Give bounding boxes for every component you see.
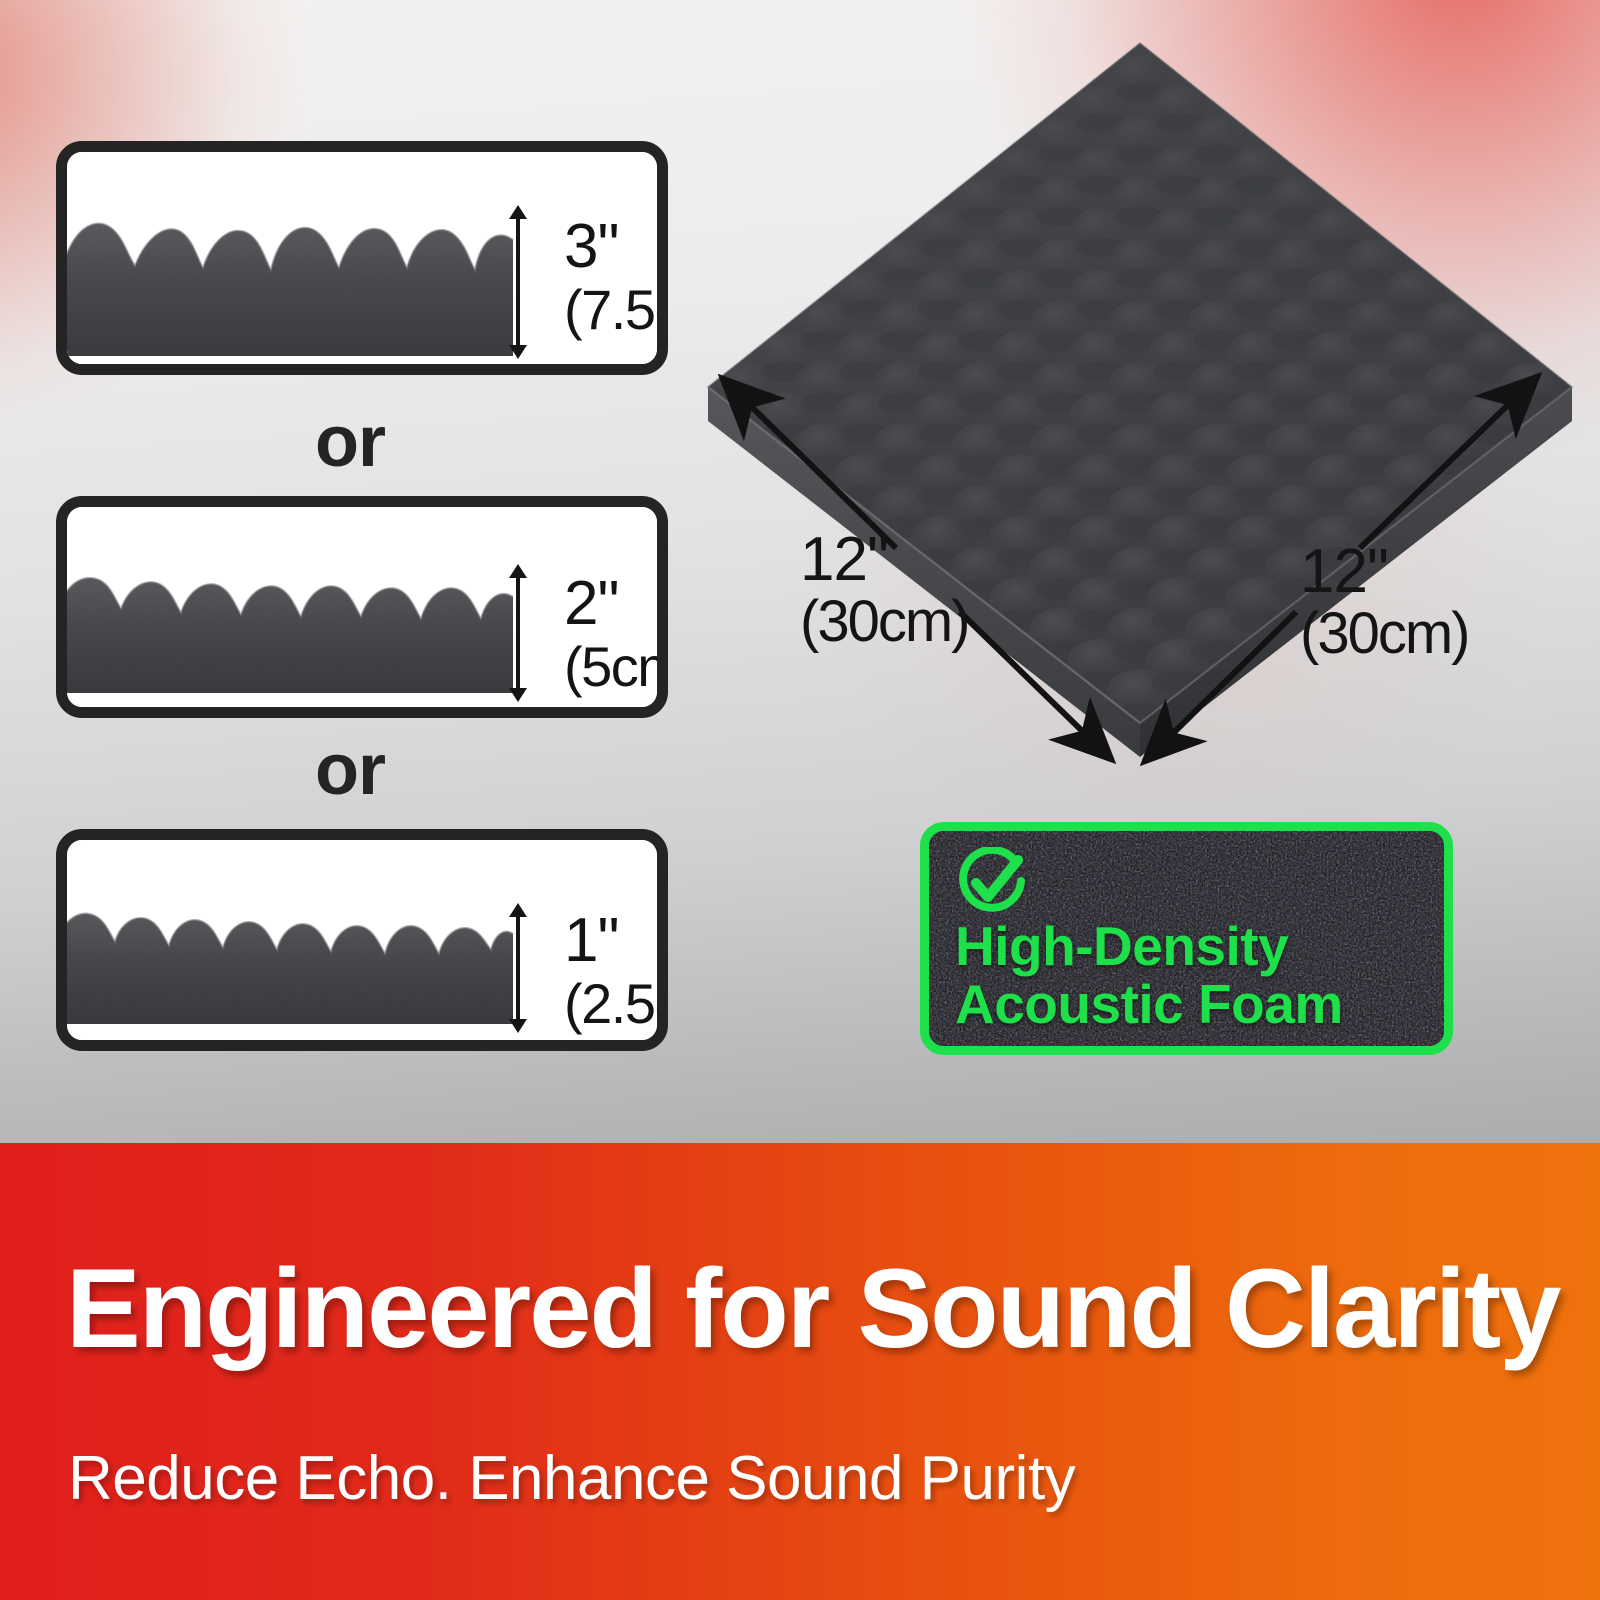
- banner-subline: Reduce Echo. Enhance Sound Purity: [68, 1444, 1076, 1513]
- badge-label: High-Density Acoustic Foam: [955, 915, 1343, 1036]
- foam-profile-2in: [67, 569, 531, 693]
- dimension-label-3in: 3" (7.5cm): [564, 214, 657, 339]
- panel-dim-metric-right: (30cm): [1300, 601, 1470, 667]
- dimension-inches-2in: 2": [564, 569, 619, 638]
- panel-dimension-label-left: 12" (30cm): [800, 525, 970, 655]
- check-circle-icon: [959, 847, 1025, 912]
- thickness-card-1in: 1" (2.5cm): [56, 829, 668, 1051]
- separator-or-2: or: [315, 730, 386, 810]
- panel-dimension-label-right: 12" (30cm): [1300, 537, 1470, 667]
- badge-content: [929, 831, 1444, 1046]
- thickness-card-2in: 2" (5cm): [56, 496, 668, 718]
- bottom-banner: [0, 1143, 1600, 1600]
- foam-profile-3in: [67, 210, 531, 356]
- panel-dim-inches-left: 12": [800, 525, 889, 594]
- dimension-label-1in: 1" (2.5cm): [564, 908, 657, 1033]
- card-inner-3in: 3" (7.5cm): [67, 152, 657, 364]
- high-density-badge: High-Density Acoustic Foam: [920, 822, 1453, 1055]
- panel-dim-inches-right: 12": [1300, 537, 1389, 606]
- dimension-label-2in: 2" (5cm): [564, 571, 657, 696]
- dimension-inches-3in: 3": [564, 212, 620, 281]
- card-inner-1in: 1" (2.5cm): [67, 840, 657, 1040]
- dimension-arrow-2in: [516, 577, 520, 689]
- foam-profile-1in: [67, 908, 531, 1024]
- card-inner-2in: 2" (5cm): [67, 507, 657, 707]
- dimension-arrow-3in: [516, 218, 520, 346]
- thickness-card-3in: 3" (7.5cm): [56, 141, 668, 375]
- dimension-metric-3in: (7.5cm): [564, 277, 657, 341]
- dimension-inches-1in: 1": [564, 906, 620, 975]
- banner-headline: Engineered for Sound Clarity: [66, 1246, 1562, 1371]
- panel-dimension-arrows: [660, 330, 1600, 790]
- separator-or-1: or: [315, 402, 386, 482]
- dimension-arrow-1in: [516, 916, 520, 1020]
- dimension-metric-2in: (5cm): [564, 634, 657, 698]
- dimension-metric-1in: (2.5cm): [564, 971, 657, 1035]
- panel-dim-metric-left: (30cm): [800, 589, 970, 655]
